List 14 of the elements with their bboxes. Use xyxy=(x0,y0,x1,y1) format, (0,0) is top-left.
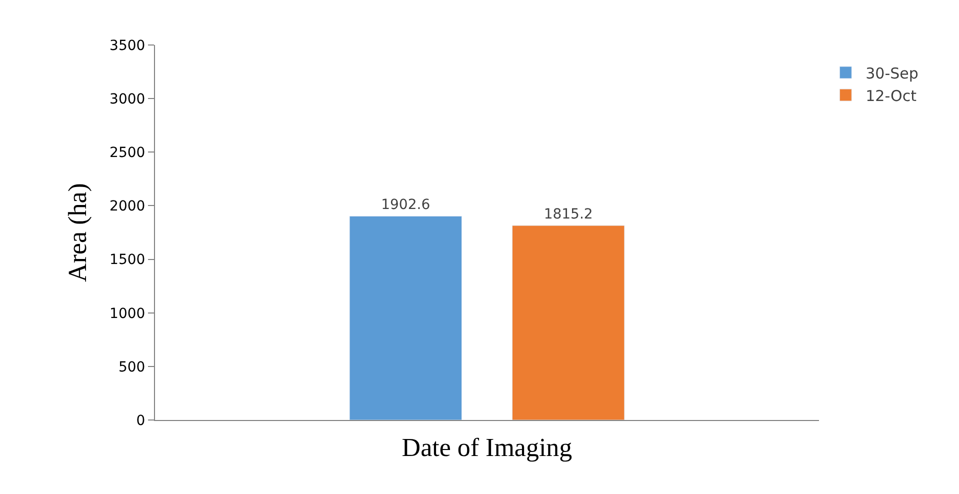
x-axis-title: Date of Imaging xyxy=(402,433,572,462)
y-tick-label: 3000 xyxy=(110,91,146,108)
legend-label: 30-Sep xyxy=(866,64,918,82)
y-tick-label: 2000 xyxy=(110,198,146,215)
y-tick-label: 1500 xyxy=(110,252,146,268)
legend-label: 12-Oct xyxy=(866,86,917,105)
y-tick-label: 1000 xyxy=(110,306,146,322)
y-tick-label: 0 xyxy=(136,412,146,429)
y-tick-label: 2500 xyxy=(110,145,146,162)
data-label: 1902.6 xyxy=(381,197,430,214)
y-tick-label: 500 xyxy=(118,359,146,376)
y-axis-title: Area (ha) xyxy=(62,183,92,282)
data-label: 1815.2 xyxy=(544,206,593,223)
y-tick-label: 3500 xyxy=(110,38,146,54)
